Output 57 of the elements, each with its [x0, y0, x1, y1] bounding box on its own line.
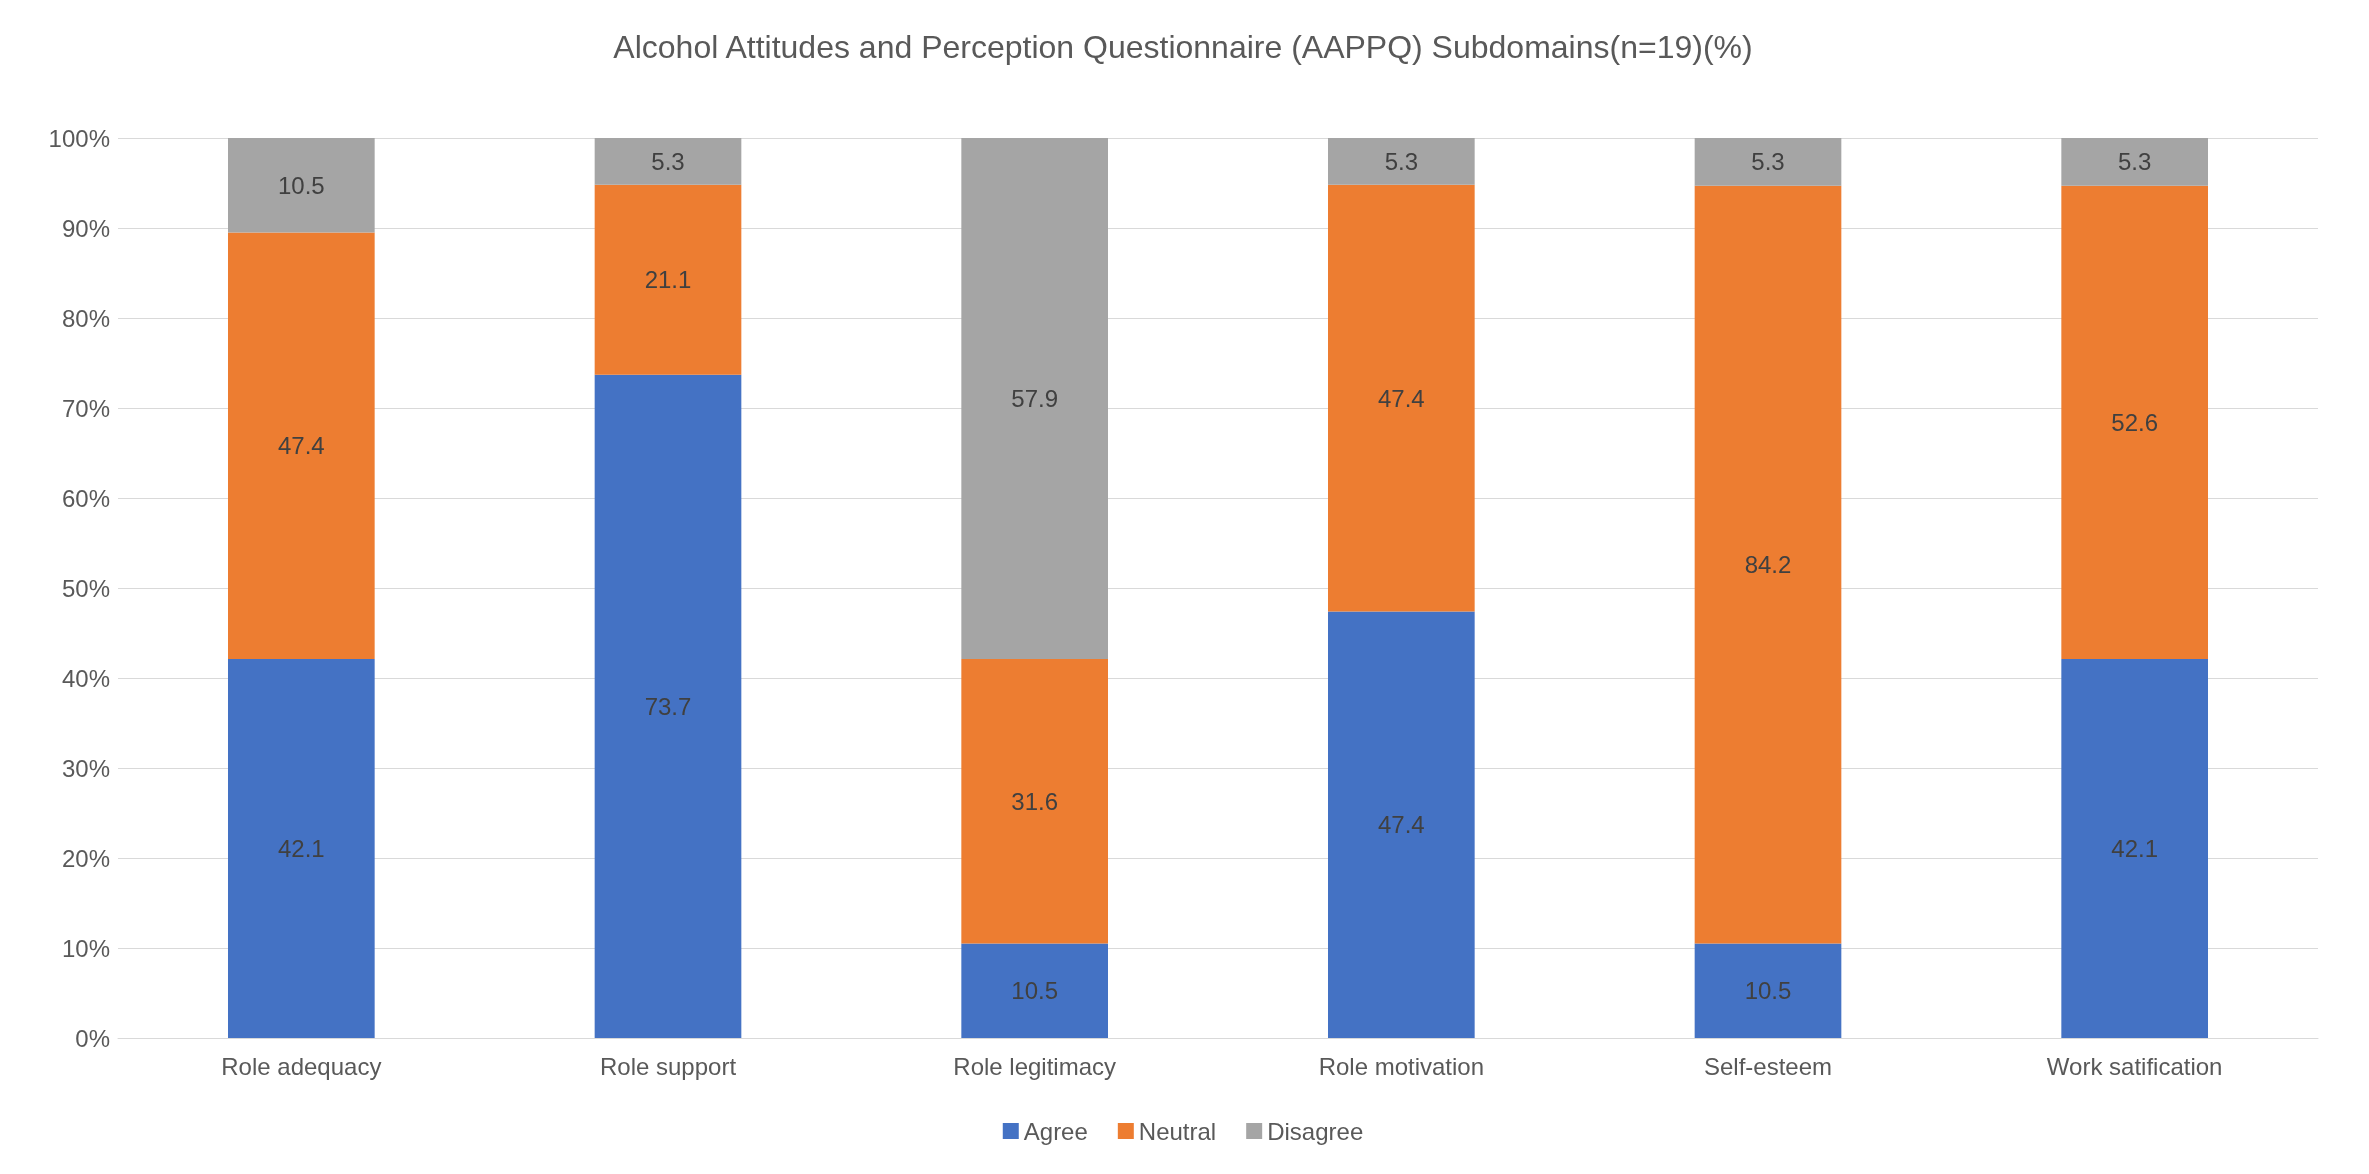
bar	[1328, 611, 1475, 1038]
x-tick-label: Role support	[599, 1052, 737, 1080]
bar	[228, 138, 375, 233]
x-tick-label: Role motivation	[1318, 1052, 1485, 1080]
y-tick-label: 80%	[61, 304, 110, 332]
bar	[594, 184, 742, 375]
legend-label: Neutral	[1138, 1117, 1217, 1145]
x-tick-label: Role legitimacy	[953, 1052, 1117, 1080]
data-label: 57.9	[1011, 385, 1059, 413]
data-label: 21.1	[644, 266, 692, 294]
bar	[228, 232, 375, 660]
bar	[1694, 943, 1842, 1038]
data-label: 10.5	[1011, 977, 1059, 1005]
bar	[228, 659, 375, 1038]
legend-label: Agree	[1023, 1117, 1088, 1145]
y-tick-label: 50%	[61, 574, 110, 602]
data-label: 42.1	[277, 835, 325, 863]
x-tick-label: Role adequacy	[221, 1052, 382, 1080]
bar	[594, 374, 742, 1038]
x-tick-label: Work satification	[2046, 1052, 2223, 1080]
x-tick-label: Self-esteem	[1703, 1052, 1833, 1080]
y-tick-label: 10%	[61, 934, 110, 962]
data-label: 5.3	[1751, 148, 1785, 176]
bar	[961, 659, 1108, 944]
bar	[1328, 184, 1475, 612]
data-label: 84.2	[1744, 551, 1792, 579]
data-label: 10.5	[1744, 977, 1792, 1005]
y-tick-label: 100%	[48, 124, 110, 152]
bar	[961, 943, 1108, 1038]
data-label: 31.6	[1011, 787, 1059, 815]
data-label: 5.3	[651, 147, 685, 175]
y-tick-label: 40%	[61, 664, 110, 692]
data-label: 73.7	[644, 692, 692, 720]
data-label: 47.4	[1377, 384, 1425, 412]
y-tick-label: 0%	[75, 1024, 110, 1052]
bar	[1694, 138, 1842, 186]
bar	[2061, 659, 2208, 1038]
y-tick-label: 70%	[61, 394, 110, 422]
data-label: 5.3	[1384, 147, 1419, 175]
chart-title: Alcohol Attitudes and Perception Questionnaire (AAPPQ) Subdomains(n=19)(%)	[613, 29, 1753, 65]
legend-label: Disagree	[1267, 1117, 1364, 1145]
data-label: 47.4	[1377, 811, 1425, 839]
data-label: 5.3	[2117, 148, 2152, 176]
data-label: 10.5	[277, 171, 325, 199]
data-label: 42.1	[2111, 835, 2159, 863]
bar	[1694, 185, 1842, 944]
y-tick-label: 30%	[61, 754, 110, 782]
bar	[2061, 138, 2208, 186]
bar	[2061, 185, 2208, 660]
y-tick-label: 20%	[61, 844, 110, 872]
y-tick-label: 60%	[61, 484, 110, 512]
bar	[961, 138, 1108, 660]
bar	[1328, 138, 1475, 185]
bar	[594, 138, 742, 185]
data-label: 52.6	[2111, 408, 2159, 436]
y-tick-label: 90%	[61, 214, 110, 242]
data-label: 47.4	[277, 432, 325, 460]
